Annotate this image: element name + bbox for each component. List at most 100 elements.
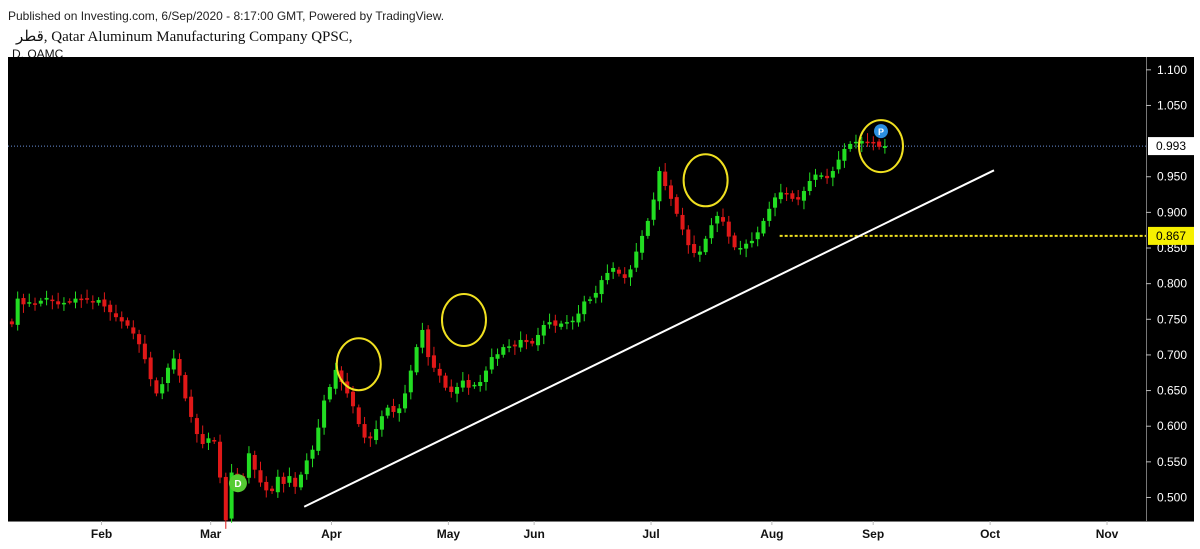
candle-body bbox=[882, 146, 887, 148]
candle-body bbox=[437, 368, 442, 376]
candle-body bbox=[21, 298, 26, 305]
y-tick-label: 0.600 bbox=[1157, 419, 1187, 433]
candle-body bbox=[640, 235, 645, 253]
candle-body bbox=[339, 370, 344, 383]
candle-body bbox=[137, 334, 142, 345]
highlight-circle bbox=[857, 119, 904, 174]
candle-body bbox=[420, 329, 425, 348]
y-tick-label: 0.800 bbox=[1157, 277, 1187, 291]
candle-body bbox=[628, 269, 633, 278]
candle-body bbox=[90, 301, 95, 303]
candle-body bbox=[131, 327, 136, 334]
highlight-circle bbox=[335, 337, 382, 392]
candle-body bbox=[512, 344, 517, 347]
x-tick-label: Oct bbox=[980, 527, 1000, 541]
candle-body bbox=[96, 300, 101, 303]
candle-body bbox=[449, 386, 454, 392]
candle-body bbox=[709, 225, 714, 239]
candle-body bbox=[668, 185, 673, 199]
candle-body bbox=[790, 193, 795, 199]
candle-body bbox=[726, 221, 731, 237]
x-tick-label: Sep bbox=[862, 527, 884, 541]
candle-body bbox=[310, 449, 315, 459]
candle-body bbox=[322, 400, 327, 428]
candle-body bbox=[368, 436, 373, 439]
candle-body bbox=[576, 313, 581, 323]
candle-body bbox=[408, 370, 413, 393]
candle-body bbox=[761, 220, 766, 234]
candle-body bbox=[836, 159, 841, 170]
candle-body bbox=[853, 141, 859, 144]
candle-body bbox=[73, 298, 78, 303]
candle-body bbox=[189, 396, 194, 417]
candle-body bbox=[79, 298, 84, 301]
y-tick-label: 1.050 bbox=[1157, 98, 1187, 112]
candle-body bbox=[287, 476, 292, 483]
candle-body bbox=[674, 197, 679, 214]
x-tick-label: Jul bbox=[642, 527, 659, 541]
published-note: Published on Investing.com, 6/Sep/2020 -… bbox=[8, 9, 445, 23]
candle-body bbox=[767, 208, 772, 221]
candle-body bbox=[316, 427, 321, 451]
x-tick-label: Nov bbox=[1096, 527, 1119, 541]
candle-body bbox=[530, 340, 535, 344]
y-tick-label: 0.650 bbox=[1157, 384, 1187, 398]
candle-body bbox=[825, 175, 830, 179]
marker-badge bbox=[873, 124, 888, 139]
candle-body bbox=[848, 143, 853, 149]
candle-body bbox=[15, 298, 20, 325]
candle-body bbox=[692, 244, 697, 254]
candle-body bbox=[547, 322, 552, 325]
candle-body bbox=[275, 476, 280, 493]
candle-body bbox=[379, 416, 384, 430]
candle-body bbox=[697, 251, 702, 255]
candle-body bbox=[472, 384, 477, 387]
candle-body bbox=[154, 380, 159, 394]
x-tick-label: Mar bbox=[200, 527, 222, 541]
candle-body bbox=[229, 472, 234, 519]
candle-body bbox=[44, 297, 49, 300]
candle-body bbox=[403, 393, 408, 409]
candle-body bbox=[177, 359, 182, 376]
candle-body bbox=[524, 339, 529, 343]
candle-body bbox=[246, 453, 251, 478]
candle-body bbox=[258, 470, 263, 483]
y-tick-label: 1.100 bbox=[1157, 63, 1187, 77]
candle-body bbox=[455, 387, 460, 394]
candle-body bbox=[518, 339, 523, 348]
candle-body bbox=[830, 171, 835, 178]
candle-body bbox=[160, 384, 165, 394]
candle-body bbox=[842, 148, 847, 161]
candle-body bbox=[56, 301, 61, 305]
trendline bbox=[303, 169, 995, 508]
highlight-circle bbox=[440, 293, 487, 348]
price-scale bbox=[1146, 57, 1194, 521]
candle-body bbox=[478, 382, 483, 387]
candle-body bbox=[744, 243, 749, 249]
candle-body bbox=[200, 434, 205, 445]
candle-body bbox=[611, 267, 616, 272]
candle-body bbox=[333, 369, 338, 389]
candle-body bbox=[616, 269, 621, 274]
y-tick-label: 0.750 bbox=[1157, 312, 1187, 326]
chart-title: قطر, Qatar Aluminum Manufacturing Compan… bbox=[16, 29, 353, 45]
candle-body bbox=[582, 301, 587, 315]
candle-body bbox=[680, 214, 685, 230]
candle-body bbox=[501, 347, 506, 355]
candle-body bbox=[281, 476, 286, 484]
chart-header: Published on Investing.com, 6/Sep/2020 -… bbox=[0, 0, 1200, 61]
candle-body bbox=[871, 141, 876, 144]
candle-body bbox=[397, 408, 402, 414]
candle-body bbox=[483, 370, 488, 383]
candle-body bbox=[113, 313, 118, 318]
x-tick-label: May bbox=[437, 527, 461, 541]
candle-body bbox=[194, 418, 199, 435]
marker-label: P bbox=[878, 127, 884, 137]
plot-area bbox=[8, 57, 1146, 521]
x-tick-label: Jun bbox=[523, 527, 544, 541]
candle-body bbox=[102, 299, 107, 307]
candle-body bbox=[749, 240, 754, 244]
candle-body bbox=[206, 438, 211, 443]
candle-body bbox=[426, 329, 431, 358]
